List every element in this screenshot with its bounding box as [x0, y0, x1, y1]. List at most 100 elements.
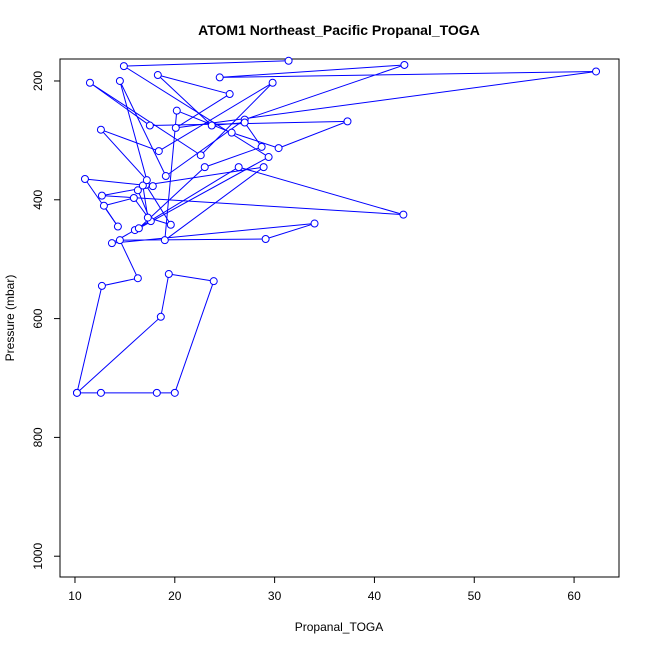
data-point	[156, 312, 165, 321]
series-segment	[103, 205, 119, 227]
series-segment	[244, 122, 263, 148]
series-segment	[157, 74, 213, 126]
data-point	[310, 219, 319, 228]
data-point	[133, 186, 142, 195]
data-point	[259, 163, 268, 172]
series-segment	[101, 195, 404, 216]
data-point	[592, 67, 601, 76]
series-segment	[119, 239, 139, 279]
data-point	[399, 210, 408, 219]
series-segment	[175, 93, 230, 129]
series-segment	[89, 82, 202, 156]
data-point	[161, 172, 170, 181]
series-segment	[204, 146, 262, 168]
series-segment	[149, 120, 348, 127]
data-point	[196, 151, 205, 160]
data-point	[119, 62, 128, 71]
data-point	[207, 121, 216, 130]
y-axis: 200 400 600 800 1000	[31, 71, 60, 570]
x-axis-label: Propanal_TOGA	[295, 620, 384, 634]
data-point	[134, 224, 143, 233]
data-point	[170, 388, 179, 397]
data-point	[143, 213, 152, 222]
series-segment	[200, 82, 273, 156]
series-segment	[164, 110, 178, 241]
data-point	[115, 236, 124, 245]
series-segment	[100, 129, 148, 181]
series-segment	[265, 223, 315, 240]
series-segment	[158, 82, 273, 152]
x-tick-label: 60	[567, 589, 581, 603]
y-tick-label: 1000	[31, 543, 45, 570]
series-segment	[101, 277, 138, 287]
series-segment	[76, 316, 162, 394]
series-segment	[103, 197, 134, 207]
data-point	[80, 174, 89, 183]
data-point	[284, 56, 293, 65]
series-segment	[238, 166, 404, 216]
data-point	[97, 191, 106, 200]
x-tick-label: 30	[268, 589, 282, 603]
data-point	[164, 270, 173, 279]
data-point	[148, 182, 157, 191]
data-point	[400, 60, 409, 69]
series-segment	[231, 132, 279, 149]
data-point	[85, 78, 94, 87]
data-point	[129, 194, 138, 203]
data-point	[107, 239, 116, 248]
data-point	[215, 73, 224, 82]
series-segment	[119, 80, 167, 177]
plot-frame	[59, 58, 620, 578]
x-tick-label: 10	[68, 589, 82, 603]
series-segment	[142, 166, 264, 187]
data-point	[145, 121, 154, 130]
x-tick-label: 50	[468, 589, 482, 603]
series-segment	[160, 273, 170, 317]
series-segment	[111, 223, 315, 244]
series-segment	[76, 285, 103, 393]
series-segment	[157, 74, 230, 95]
series-points	[72, 56, 601, 397]
data-point	[264, 153, 273, 162]
series-segment	[164, 166, 264, 241]
series-segment	[100, 129, 159, 152]
series-segment	[111, 229, 136, 244]
data-point	[72, 388, 81, 397]
series-segment	[219, 70, 597, 78]
series-segment	[244, 64, 405, 121]
data-point	[96, 125, 105, 134]
series-segment	[174, 281, 215, 394]
y-tick-label: 200	[31, 71, 45, 91]
series-segment	[168, 273, 214, 282]
data-point	[240, 118, 249, 127]
series-lines	[76, 60, 597, 394]
x-axis: 10 20 30 40 50 60	[68, 577, 581, 603]
data-point	[257, 142, 266, 151]
data-point	[234, 163, 243, 172]
data-point	[160, 236, 169, 245]
y-tick-label: 800	[31, 427, 45, 447]
data-point	[225, 90, 234, 99]
series-segment	[175, 70, 597, 129]
data-point	[153, 71, 162, 80]
series-segment	[119, 80, 148, 181]
data-point	[115, 76, 124, 85]
data-point	[171, 123, 180, 132]
x-tick-label: 40	[368, 589, 382, 603]
series-segment	[123, 65, 269, 158]
data-point	[343, 117, 352, 126]
series-segment	[142, 185, 149, 218]
data-point	[200, 163, 209, 172]
series-segment	[278, 120, 348, 149]
y-tick-label: 600	[31, 308, 45, 328]
data-point	[154, 147, 163, 156]
series-segment	[89, 82, 151, 126]
data-point	[152, 388, 161, 397]
chart-title: ATOM1 Northeast_Pacific Propanal_TOGA	[198, 22, 480, 38]
data-point	[113, 222, 122, 231]
series-segment	[123, 60, 289, 67]
data-point	[209, 277, 218, 286]
series-segment	[176, 110, 232, 134]
data-point	[166, 220, 175, 229]
